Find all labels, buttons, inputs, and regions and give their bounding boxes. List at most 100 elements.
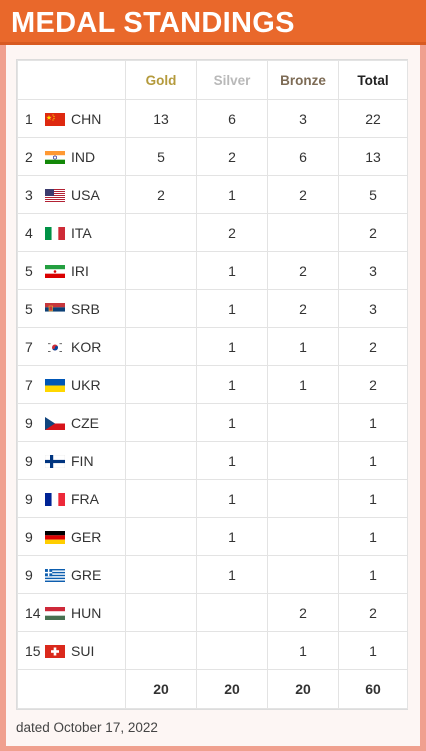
bronze-count: 6 — [267, 137, 339, 176]
total-count: 1 — [338, 517, 408, 556]
silver-count: 2 — [196, 213, 268, 252]
bronze-count — [267, 479, 339, 518]
silver-count: 1 — [196, 289, 268, 328]
total-count: 2 — [338, 213, 408, 252]
rank-label: 7 — [25, 376, 33, 393]
country-cell: 9 FRA — [17, 479, 126, 518]
rank-label: 4 — [25, 224, 33, 241]
bronze-count: 1 — [267, 327, 339, 366]
country-cell: 2 IND — [17, 137, 126, 176]
country-cell: 7 UKR — [17, 365, 126, 404]
rank-label: 14 — [25, 604, 41, 621]
country-cell: 9 CZE — [17, 403, 126, 442]
silver-count: 1 — [196, 441, 268, 480]
flag-ukraine-icon — [45, 378, 65, 392]
country-code: SUI — [71, 642, 95, 659]
flag-germany-icon — [45, 530, 65, 544]
country-code: IRI — [71, 262, 89, 279]
country-cell: 5 SRB — [17, 289, 126, 328]
silver-count: 1 — [196, 175, 268, 214]
total-count: 1 — [338, 441, 408, 480]
bronze-count — [267, 555, 339, 594]
total-count: 2 — [338, 365, 408, 404]
header-bronze: Bronze — [267, 60, 339, 100]
totals-bronze: 20 — [267, 669, 339, 709]
table-row: 9 CZE 1 1 — [17, 403, 408, 442]
bronze-count — [267, 441, 339, 480]
totals-row: 20 20 20 60 — [17, 669, 408, 709]
gold-count: 5 — [125, 137, 197, 176]
flag-korea-icon — [45, 340, 65, 354]
country-cell: 1 CHN — [17, 99, 126, 138]
rank-label: 9 — [25, 566, 33, 583]
rank-label: 1 — [25, 110, 33, 127]
total-count: 3 — [338, 289, 408, 328]
country-code: SRB — [71, 300, 100, 317]
bronze-count — [267, 403, 339, 442]
total-count: 2 — [338, 327, 408, 366]
country-cell: 9 FIN — [17, 441, 126, 480]
country-code: CHN — [71, 110, 102, 127]
gold-count: 13 — [125, 99, 197, 138]
country-cell: 9 GER — [17, 517, 126, 556]
country-code: FRA — [71, 490, 99, 507]
table-row: 14 HUN 2 2 — [17, 593, 408, 632]
table-row: 5 IRI 1 2 3 — [17, 251, 408, 290]
total-count: 3 — [338, 251, 408, 290]
country-code: CZE — [71, 414, 99, 431]
country-cell: 7 KOR — [17, 327, 126, 366]
gold-count — [125, 251, 197, 290]
country-cell: 9 GRE — [17, 555, 126, 594]
gold-count — [125, 365, 197, 404]
gold-count — [125, 213, 197, 252]
gold-count — [125, 479, 197, 518]
bronze-count — [267, 213, 339, 252]
country-cell: 3 USA — [17, 175, 126, 214]
country-code: GRE — [71, 566, 102, 583]
silver-count: 1 — [196, 517, 268, 556]
gold-count — [125, 593, 197, 632]
silver-count: 1 — [196, 555, 268, 594]
flag-usa-icon — [45, 188, 65, 202]
gold-count — [125, 403, 197, 442]
country-code: KOR — [71, 338, 102, 355]
table-row: 5 SRB 1 2 3 — [17, 289, 408, 328]
country-code: IND — [71, 148, 96, 165]
bronze-count: 2 — [267, 593, 339, 632]
country-cell: 5 IRI — [17, 251, 126, 290]
gold-count — [125, 517, 197, 556]
totals-gold: 20 — [125, 669, 197, 709]
header-bar: MEDAL STANDINGS — [0, 0, 426, 45]
gold-count — [125, 631, 197, 670]
flag-italy-icon — [45, 226, 65, 240]
table-row: 9 FRA 1 1 — [17, 479, 408, 518]
table-row: 9 GER 1 1 — [17, 517, 408, 556]
page-title: MEDAL STANDINGS — [11, 7, 295, 39]
table-row: 3 USA 2 1 2 5 — [17, 175, 408, 214]
bronze-count: 2 — [267, 251, 339, 290]
table-row: 2 IND 5 2 6 13 — [17, 137, 408, 176]
totals-total: 60 — [338, 669, 408, 709]
silver-count: 1 — [196, 327, 268, 366]
silver-count: 2 — [196, 137, 268, 176]
rank-label: 9 — [25, 528, 33, 545]
country-code: ITA — [71, 224, 92, 241]
rank-label: 2 — [25, 148, 33, 165]
country-code: GER — [71, 528, 102, 545]
country-cell: 15 SUI — [17, 631, 126, 670]
gold-count — [125, 327, 197, 366]
flag-france-icon — [45, 492, 65, 506]
header-gold: Gold — [125, 60, 197, 100]
country-code: USA — [71, 186, 100, 203]
country-cell: 4 ITA — [17, 213, 126, 252]
rank-label: 5 — [25, 300, 33, 317]
bronze-count: 1 — [267, 365, 339, 404]
flag-hungary-icon — [45, 606, 65, 620]
medal-table: Gold Silver Bronze Total 1 CHN 13 6 3 22 2 IND 5… — [16, 59, 408, 710]
rank-label: 9 — [25, 452, 33, 469]
table-header-row: Gold Silver Bronze Total — [17, 60, 408, 100]
silver-count: 1 — [196, 479, 268, 518]
totals-silver: 20 — [196, 669, 268, 709]
header-total: Total — [338, 60, 408, 100]
flag-iran-icon — [45, 264, 65, 278]
